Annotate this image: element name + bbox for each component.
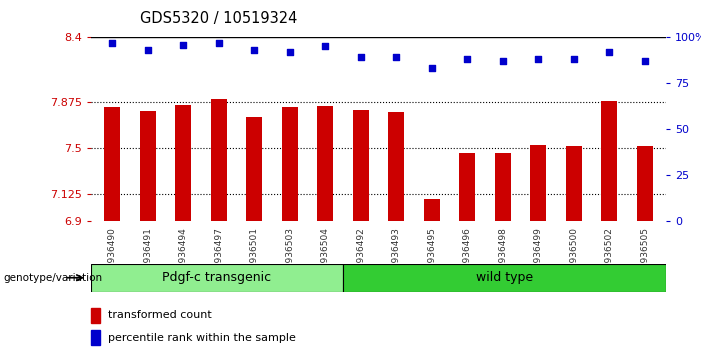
- Bar: [601, 101, 617, 221]
- Bar: [424, 199, 440, 221]
- Bar: [104, 107, 121, 221]
- Bar: [495, 153, 511, 221]
- Text: transformed count: transformed count: [108, 310, 212, 320]
- Point: [497, 58, 508, 64]
- Bar: [140, 111, 156, 221]
- Bar: [318, 106, 333, 221]
- Point: [284, 49, 295, 55]
- Bar: [353, 110, 369, 221]
- Bar: [246, 117, 262, 221]
- Bar: [388, 112, 404, 221]
- Point: [390, 55, 402, 60]
- Text: percentile rank within the sample: percentile rank within the sample: [108, 332, 296, 343]
- Point: [639, 58, 651, 64]
- Point: [320, 44, 331, 49]
- Bar: [459, 153, 475, 221]
- Bar: [91, 308, 100, 323]
- Point: [213, 40, 224, 46]
- Text: wild type: wild type: [476, 272, 533, 284]
- Point: [568, 56, 579, 62]
- Bar: [175, 105, 191, 221]
- Point: [249, 47, 260, 53]
- Bar: [343, 264, 666, 292]
- Bar: [637, 147, 653, 221]
- Point: [604, 49, 615, 55]
- Point: [426, 65, 437, 71]
- Bar: [282, 107, 298, 221]
- Text: genotype/variation: genotype/variation: [4, 273, 102, 283]
- Point: [178, 42, 189, 47]
- Text: GDS5320 / 10519324: GDS5320 / 10519324: [140, 11, 298, 25]
- Bar: [91, 264, 343, 292]
- Point: [107, 40, 118, 46]
- Point: [462, 56, 473, 62]
- Text: Pdgf-c transgenic: Pdgf-c transgenic: [163, 272, 271, 284]
- Bar: [211, 98, 227, 221]
- Bar: [91, 330, 100, 345]
- Bar: [530, 145, 546, 221]
- Bar: [566, 147, 582, 221]
- Point: [142, 47, 154, 53]
- Point: [533, 56, 544, 62]
- Point: [355, 55, 367, 60]
